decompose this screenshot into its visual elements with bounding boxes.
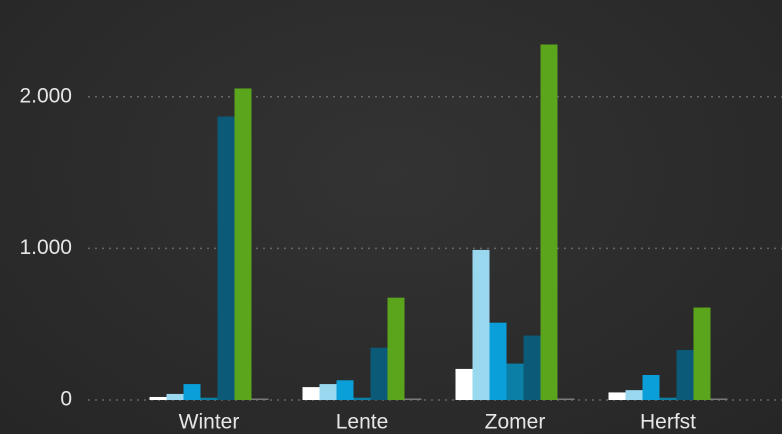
bar: [353, 397, 371, 400]
bar: [455, 368, 473, 400]
bar: [557, 398, 575, 400]
bar: [149, 396, 167, 400]
bar: [693, 307, 711, 400]
y-tick-label: 1.000: [19, 236, 72, 259]
bar: [472, 249, 490, 400]
x-tick-label: Winter: [179, 411, 240, 434]
bar: [710, 398, 728, 400]
bar: [540, 44, 558, 401]
bar: [200, 397, 218, 400]
x-tick-label: Herfst: [640, 411, 696, 434]
x-tick-label: Lente: [336, 411, 389, 434]
bar: [302, 387, 320, 400]
bar: [387, 297, 405, 400]
bar: [625, 390, 643, 400]
bar: [217, 116, 235, 401]
x-tick-label: Zomer: [485, 411, 546, 434]
bar: [489, 322, 507, 400]
bar: [166, 393, 184, 400]
bar: [506, 363, 524, 400]
bar: [642, 374, 660, 400]
bar: [523, 335, 541, 400]
y-tick-label: 0: [60, 388, 72, 411]
bar: [608, 392, 626, 400]
bar: [370, 347, 388, 400]
bar: [183, 384, 201, 400]
bar: [676, 349, 694, 400]
bar: [404, 398, 422, 400]
bar: [251, 398, 269, 400]
bar: [319, 384, 337, 400]
bar: [336, 380, 354, 400]
y-tick-label: 2.000: [19, 84, 72, 107]
bar: [234, 88, 252, 400]
bar: [659, 397, 677, 400]
